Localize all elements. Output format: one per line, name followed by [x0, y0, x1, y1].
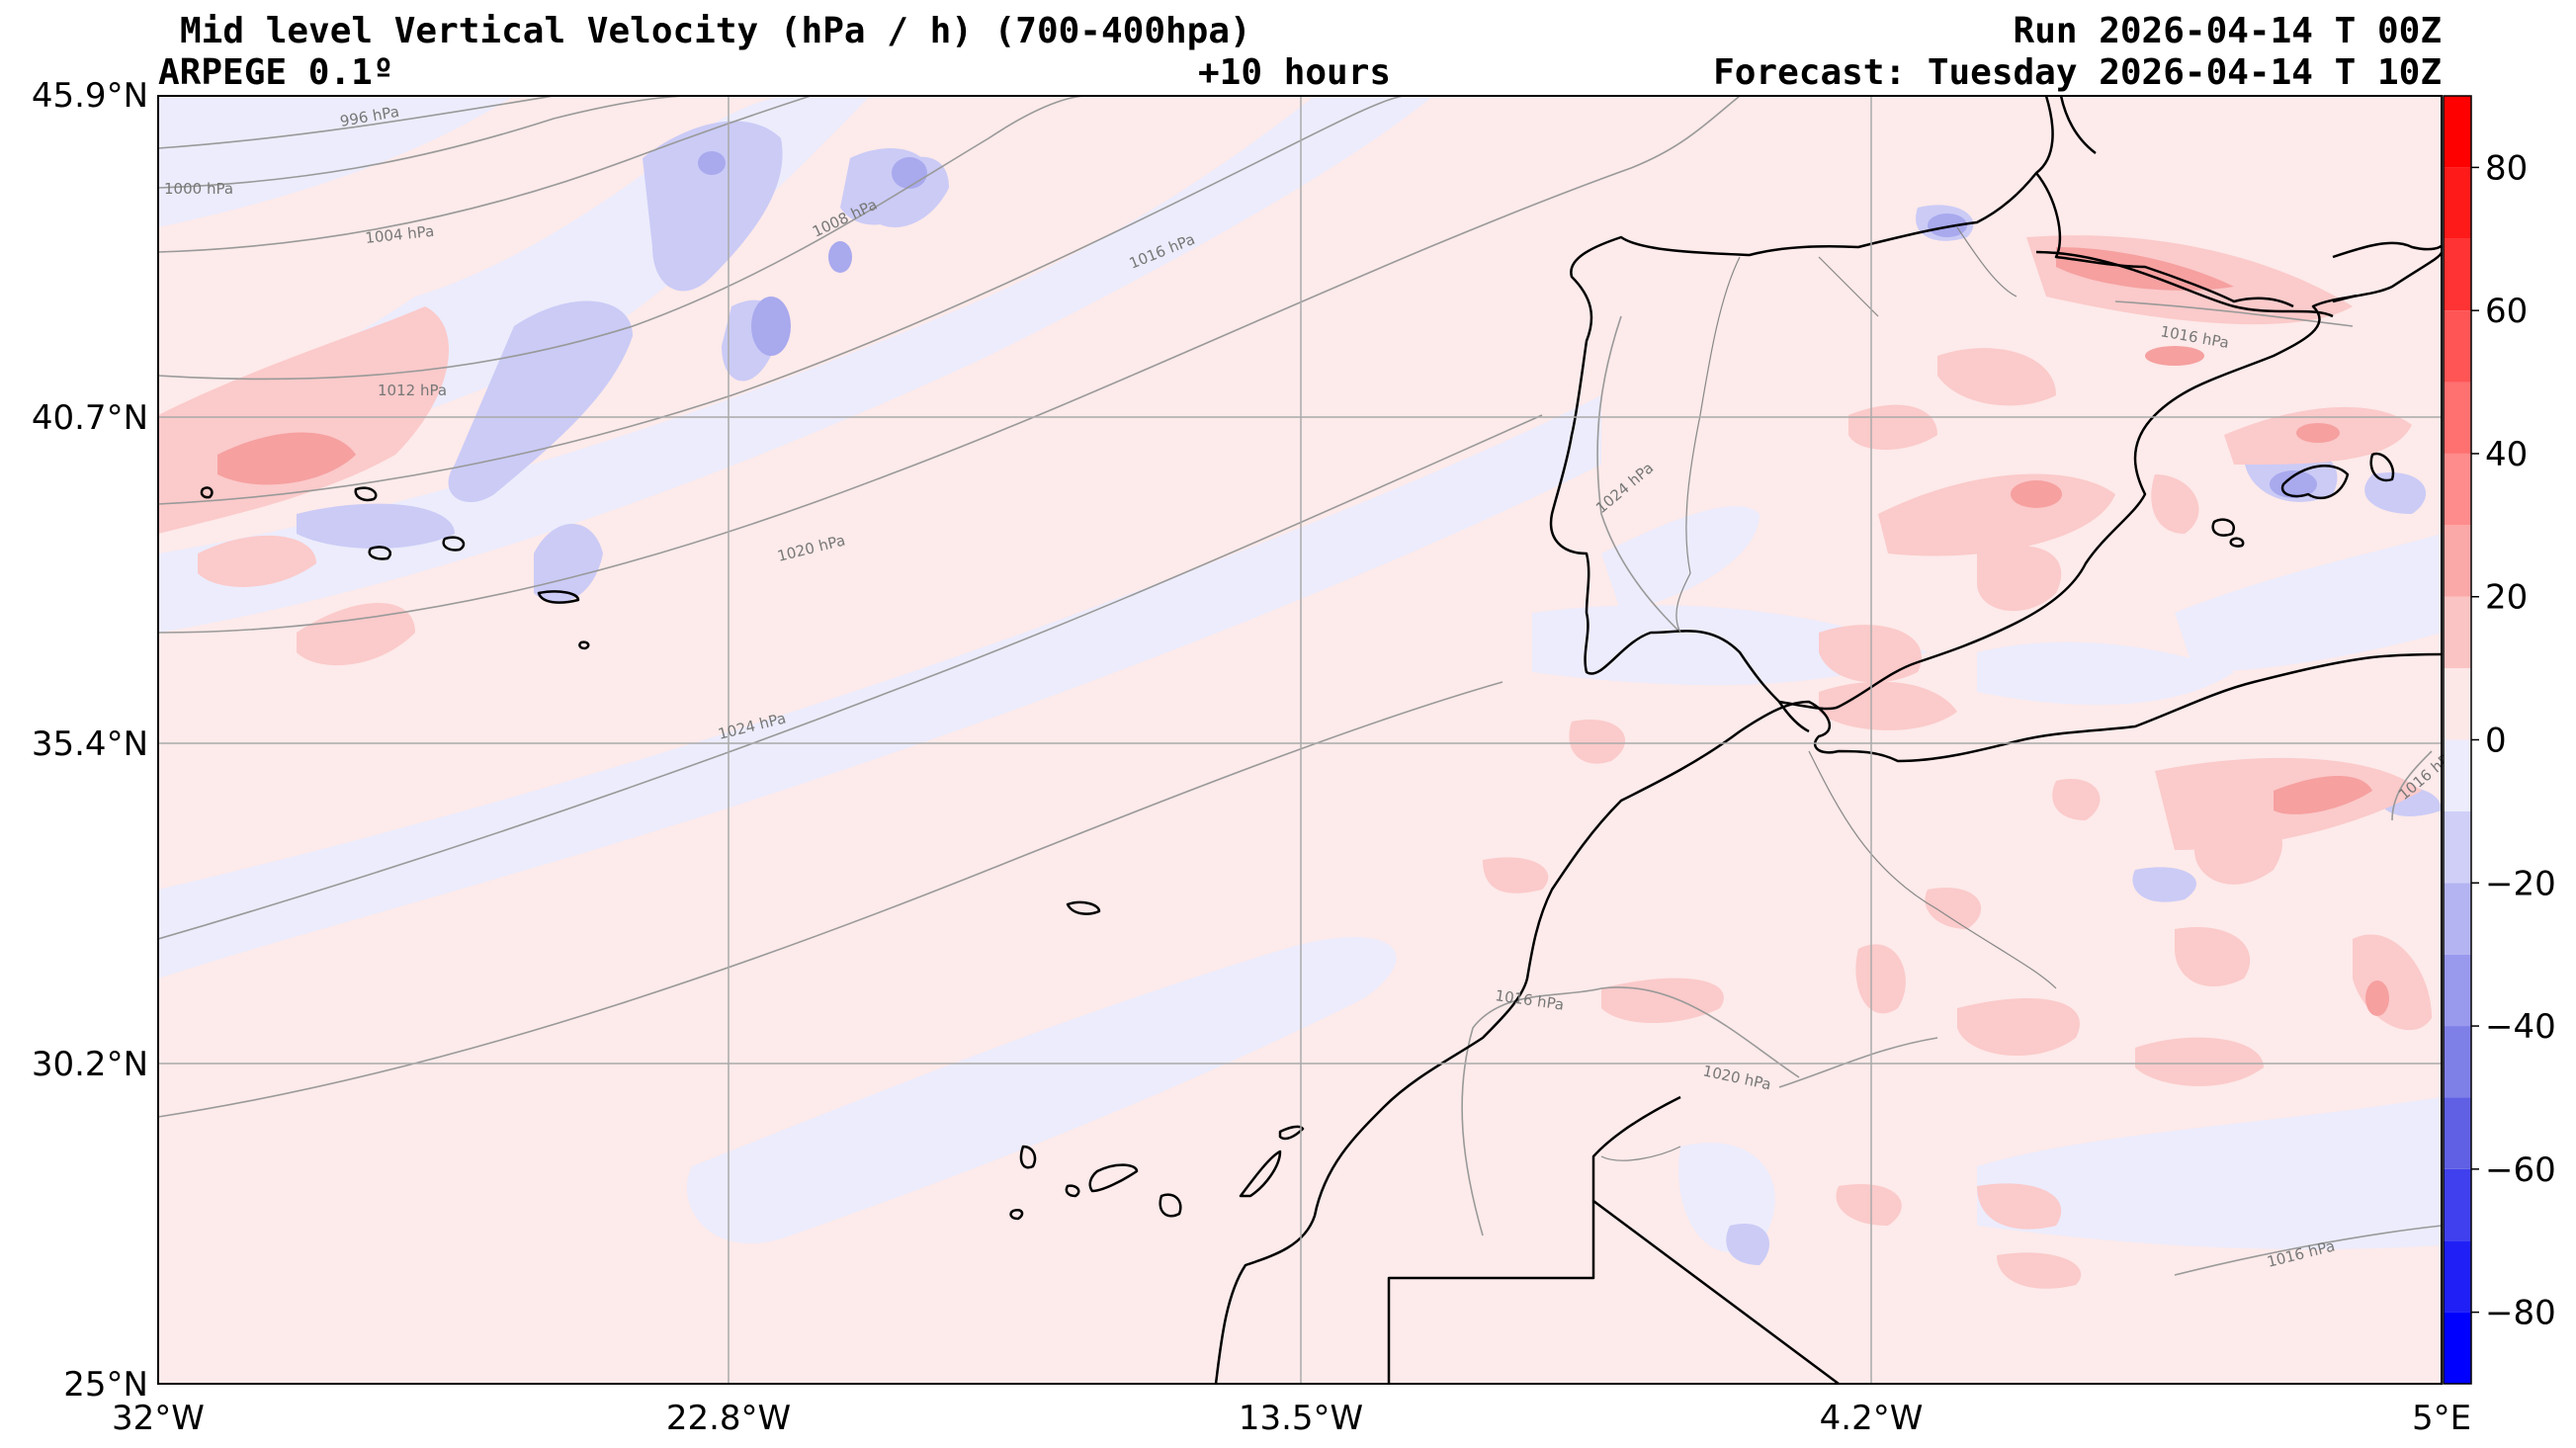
colorbar-band — [2444, 883, 2471, 955]
colorbar-band — [2444, 1026, 2471, 1098]
lat-label: 35.4°N — [32, 724, 148, 764]
colorbar-band — [2444, 739, 2471, 811]
colorbar-band — [2444, 1312, 2471, 1384]
colorbar-tick-label: 60 — [2485, 292, 2528, 331]
colorbar-band — [2444, 525, 2471, 597]
colorbar-band — [2444, 310, 2471, 383]
colorbar-labels: 80 60 40 20 0 −20 −40 −60 −80 — [2471, 148, 2556, 1333]
forecast-time: Forecast: Tuesday 2026-04-14 T 10Z — [1713, 52, 2442, 93]
lat-label: 45.9°N — [32, 76, 148, 116]
lon-label: 4.2°W — [1820, 1399, 1924, 1438]
colorbar-band — [2444, 954, 2471, 1027]
lon-label: 13.5°W — [1239, 1399, 1363, 1438]
colorbar-band — [2444, 453, 2471, 526]
lon-label: 32°W — [112, 1399, 205, 1438]
colorbar-tick-label: 20 — [2485, 578, 2528, 618]
latitude-labels: 45.9°N 40.7°N 35.4°N 30.2°N 25°N — [32, 76, 148, 1405]
longitude-labels: 32°W 22.8°W 13.5°W 4.2°W 5°E — [112, 1399, 2471, 1438]
lon-label: 22.8°W — [666, 1399, 791, 1438]
colorbar-band — [2444, 1097, 2471, 1169]
lat-label: 25°N — [63, 1365, 148, 1405]
colorbar-band — [2444, 96, 2471, 168]
colorbar-tick-label: 0 — [2485, 722, 2507, 761]
colorbar-band — [2444, 810, 2471, 884]
colorbar-tick-label: −20 — [2485, 864, 2556, 903]
colorbar-band — [2444, 238, 2471, 311]
lat-label: 30.2°N — [32, 1045, 148, 1084]
country-borders — [1600, 226, 2057, 1161]
colorbar-band — [2444, 382, 2471, 454]
colorbar-tick-label: −40 — [2485, 1007, 2556, 1047]
model-name: ARPEGE 0.1º — [158, 52, 394, 93]
colorbar-tick-label: 40 — [2485, 435, 2528, 474]
lead-time: +10 hours — [1198, 52, 1392, 93]
colorbar-band — [2444, 1168, 2471, 1241]
isobar-label: 1012 hPa — [378, 382, 447, 399]
colorbar — [2443, 95, 2472, 1385]
positive-velocity-areas — [158, 235, 2432, 1289]
colorbar-band — [2444, 1240, 2471, 1313]
map-frame — [157, 95, 2443, 1385]
isobars — [158, 96, 2442, 1276]
colorbar-band — [2444, 596, 2471, 669]
isobar-label: 1000 hPa — [164, 180, 233, 198]
map-area — [158, 96, 2442, 1384]
run-time: Run 2026-04-14 T 00Z — [2013, 11, 2442, 51]
strong-negative-cores — [698, 151, 2317, 498]
colorbar-tick-label: 80 — [2485, 148, 2528, 188]
colorbar-band — [2444, 668, 2471, 740]
lon-label: 5°E — [2412, 1399, 2471, 1438]
colorbar-band — [2444, 167, 2471, 239]
strong-positive-cores — [217, 247, 2389, 1016]
map-title: Mid level Vertical Velocity (hPa / h) (7… — [180, 11, 1251, 51]
colorbar-tick-label: −60 — [2485, 1150, 2556, 1190]
lat-label: 40.7°N — [32, 398, 148, 438]
colorbar-tick-label: −80 — [2485, 1294, 2556, 1333]
graticule — [158, 96, 2442, 1384]
coastlines — [200, 96, 2442, 1384]
